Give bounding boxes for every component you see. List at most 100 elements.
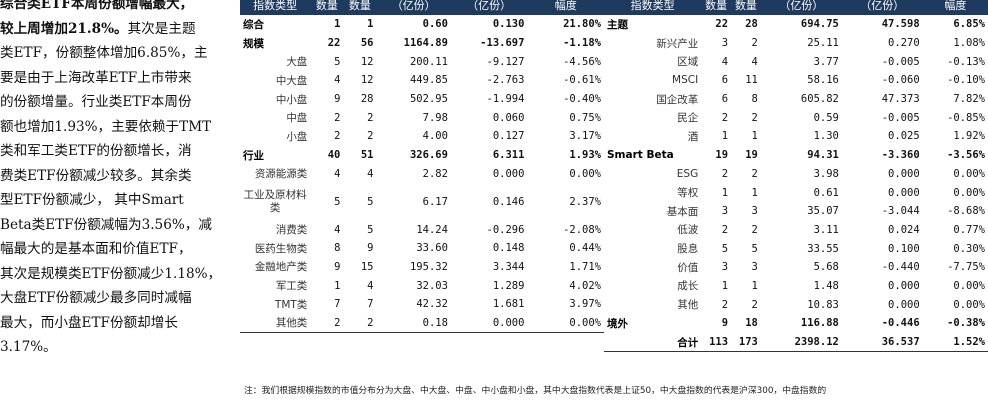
cell-c5: 21.80%: [563, 18, 601, 31]
table-row: 资源能源类 4 4 2.82 0.000 0.00%: [240, 165, 604, 184]
table-row: 综合 1 1 0.60 0.130 21.80%: [240, 15, 604, 34]
cell-c3: 58.16: [807, 74, 839, 87]
paragraph-line: 3.17%。: [0, 339, 57, 355]
cell-c4: 0.130: [492, 18, 525, 31]
commentary-paragraph: 综合类ETF本周份额增幅最大， 较上周增加21.8%。其次是主题 类ETF，份额整体…: [0, 0, 236, 360]
cell-c5: 3.17%: [569, 130, 601, 143]
cell-c5: -0.61%: [563, 74, 601, 87]
cell-c3: 2398.12: [760, 332, 842, 353]
cell-c1: 5: [334, 55, 341, 68]
cell-c5: 0.30%: [953, 242, 985, 255]
cell-c2: 4: [367, 279, 374, 292]
cell-c3: 200.11: [409, 55, 448, 68]
header-cell: （亿份）: [760, 0, 842, 15]
cell-c2: 15: [360, 260, 374, 273]
cell-c3: 10.83: [807, 298, 839, 311]
cell-c4: -1.994: [486, 93, 525, 106]
cell-c5: 0.44%: [569, 242, 601, 255]
table-row: 低波 2 2 3.11 0.024 0.77%: [604, 221, 988, 240]
etf-table-right: 指数类型 数量 数量 （亿份） （亿份） 幅度 主题 22 28 694.75 47.5…: [604, 0, 988, 353]
table-row: 国企改革 6 8 605.82 47.373 7.82%: [604, 90, 988, 109]
row-name-cell: 主题: [607, 18, 628, 31]
table-row: 中大盘 4 12 449.85 -2.763 -0.61%: [240, 71, 604, 90]
row-name-cell: 成长: [677, 280, 699, 293]
row-name-cell: 等权: [677, 187, 699, 200]
table-row: 军工类 1 4 32.03 1.289 4.02%: [240, 276, 604, 295]
table-row: ESG 2 2 3.98 0.000 0.00%: [604, 165, 988, 184]
cell-c2: 1: [751, 130, 758, 143]
cell-c4: 0.270: [888, 37, 920, 50]
header-cell: （亿份）: [376, 0, 451, 15]
cell-c5: 0.00%: [527, 313, 604, 334]
cell-c3: 116.88: [800, 317, 839, 330]
cell-c2: 3: [751, 261, 758, 274]
row-name-cell: ESG: [676, 167, 699, 180]
row-name-cell: 规模: [243, 37, 264, 50]
cell-c4: 47.598: [881, 18, 920, 31]
cell-c2: 1: [367, 18, 374, 31]
header-cell: （亿份）: [450, 0, 528, 15]
table-row: 合计 113 173 2398.12 36.537 1.52%: [604, 332, 988, 353]
cell-c1: 2: [721, 223, 729, 236]
cell-c2: 12: [360, 74, 374, 87]
cell-c4: 0.146: [492, 195, 525, 208]
header-cell: 指数类型: [604, 0, 702, 15]
row-name-cell: 工业及原材料类: [243, 188, 307, 214]
cell-c1: 2: [334, 111, 341, 124]
header-cell: 数量: [701, 0, 732, 15]
table-row: 其他 2 2 10.83 0.000 0.00%: [604, 295, 988, 314]
cell-c1: 9: [334, 93, 341, 106]
cell-c3: 0.61: [813, 186, 839, 199]
cell-c5: 2.37%: [569, 195, 601, 208]
cell-c4: 0.060: [492, 111, 525, 124]
cell-c3: 1.30: [813, 130, 839, 143]
cell-c5: 0.00%: [953, 298, 985, 311]
cell-c1: 1: [334, 18, 341, 31]
row-name-cell: 区域: [677, 56, 699, 69]
cell-c3: 33.55: [807, 242, 839, 255]
row-name-cell: 股息: [677, 243, 699, 256]
header-cell: 数量: [343, 0, 377, 15]
cell-c1: 6: [721, 74, 729, 87]
row-name-cell: 其他类: [240, 313, 311, 334]
row-name-cell: Smart Beta: [607, 149, 674, 162]
cell-c2: 2: [751, 111, 758, 124]
cell-c4: 0.000: [492, 167, 525, 180]
header-cell: 指数类型: [240, 0, 311, 15]
table-row: 境外 9 18 116.88 -0.446 -0.38%: [604, 314, 988, 333]
table-row: 大盘 5 12 200.11 -9.127 -4.56%: [240, 52, 604, 71]
row-name-cell: 资源能源类: [254, 168, 308, 181]
cell-c5: 0.00%: [953, 279, 985, 292]
cell-c4: 0.000: [888, 186, 920, 199]
cell-c2: 3: [751, 205, 758, 218]
row-name-cell: 中大盘: [275, 74, 308, 87]
cell-c3: 25.11: [807, 37, 839, 50]
cell-c4: -0.060: [881, 74, 920, 87]
table-row: 酒 1 1 1.30 0.025 1.92%: [604, 127, 988, 146]
cell-c5: -4.56%: [563, 55, 601, 68]
cell-c5: -0.10%: [947, 74, 985, 87]
cell-c1: 4: [334, 74, 341, 87]
cell-c1: 4: [334, 223, 341, 236]
cell-c3: 605.82: [800, 93, 839, 106]
cell-c5: 0.00%: [953, 186, 985, 199]
cell-c1: 9: [334, 260, 341, 273]
row-name-cell: 其他: [677, 299, 699, 312]
cell-c1: 6: [721, 93, 729, 106]
cell-c5: 1.52%: [922, 332, 988, 353]
cell-c5: 3.97%: [569, 298, 601, 311]
cell-c2: 2: [367, 111, 374, 124]
cell-c5: -0.85%: [947, 111, 985, 124]
table-row: Smart Beta 19 19 94.31 -3.360 -3.56%: [604, 146, 988, 165]
cell-c5: 7.82%: [953, 93, 985, 106]
cell-c2: 1: [751, 279, 758, 292]
row-name-cell: 境外: [607, 317, 628, 330]
cell-c1: 113: [701, 332, 732, 353]
cell-c1: 8: [334, 242, 341, 255]
paragraph-line: 额也增加1.93%，主要依赖于TMT: [0, 118, 212, 135]
row-name-cell: 酒: [687, 130, 699, 143]
table-row: 成长 1 1 1.48 0.000 0.00%: [604, 277, 988, 296]
cell-c4: -3.044: [881, 205, 920, 218]
table-row: 等权 1 1 0.61 0.000 0.00%: [604, 183, 988, 202]
cell-c2: 2: [751, 167, 758, 180]
